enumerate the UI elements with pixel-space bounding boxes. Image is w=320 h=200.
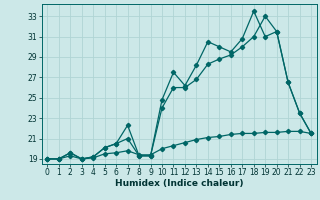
X-axis label: Humidex (Indice chaleur): Humidex (Indice chaleur) — [115, 179, 244, 188]
